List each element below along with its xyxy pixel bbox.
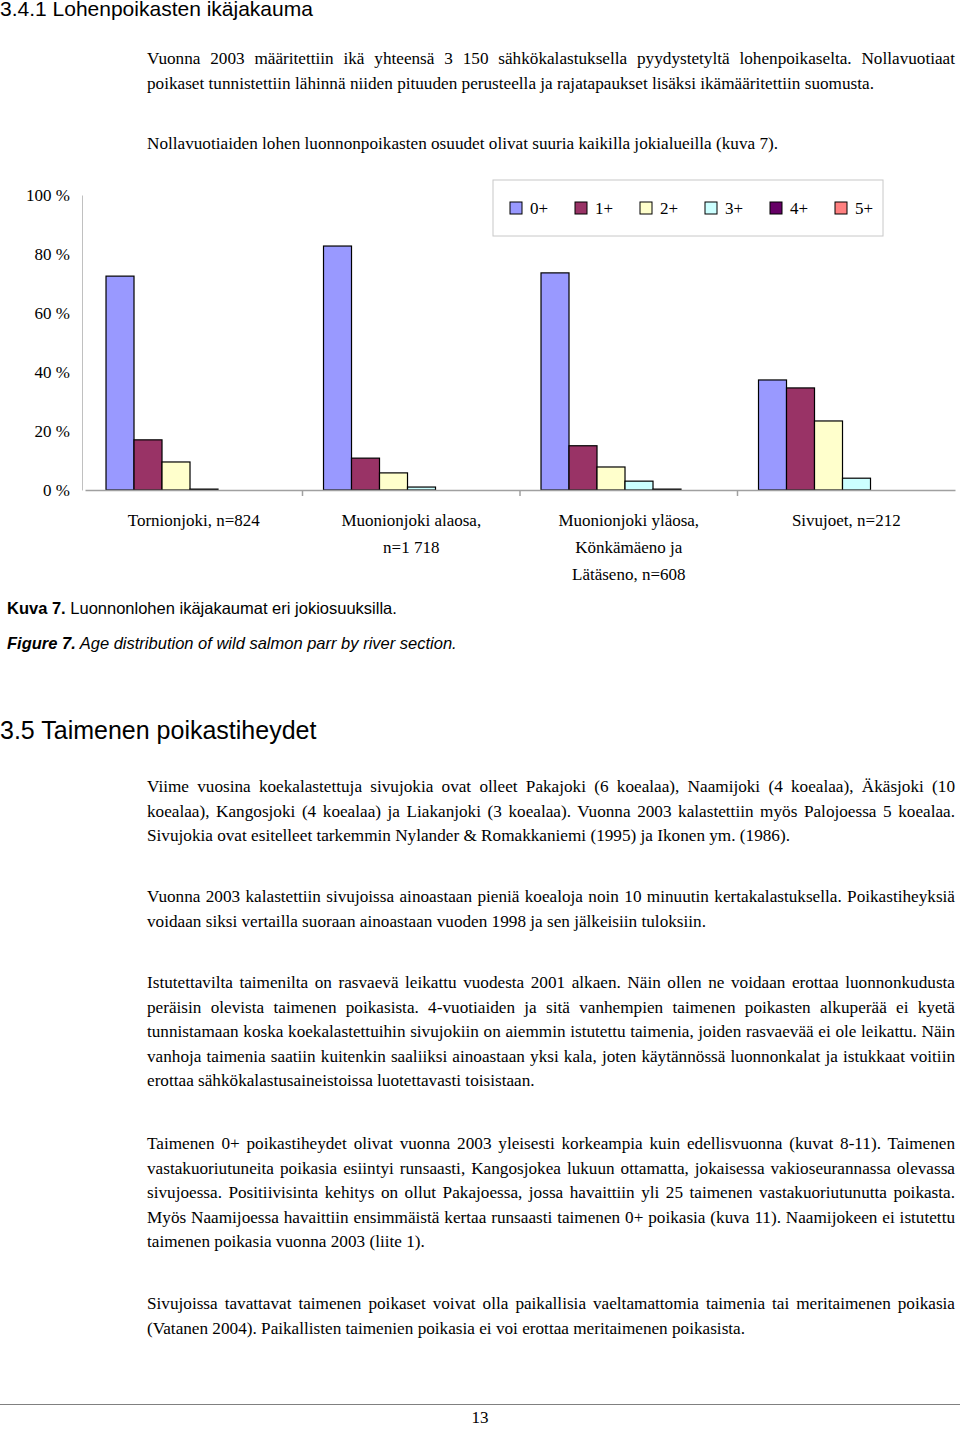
- caption-text: Luonnonlohen ikäjakaumat eri jokiosuuksi…: [70, 599, 397, 617]
- bar: [597, 467, 625, 490]
- caption: Figure 7. Age distribution of wild salmo…: [7, 634, 457, 653]
- bar: [625, 481, 653, 490]
- bar: [541, 273, 569, 490]
- legend-label: 5+: [855, 199, 873, 218]
- bar: [380, 473, 408, 490]
- x-tick: Muonionjoki alaosa, n=1 718: [341, 490, 481, 557]
- legend-label: 2+: [660, 199, 678, 218]
- space: [66, 599, 71, 617]
- x-tick: Tornionjoki, n=824: [128, 490, 261, 530]
- section-title: 3.5 Taimenen poikastiheydet: [0, 716, 316, 745]
- bar: [787, 388, 815, 490]
- legend-swatch: [510, 202, 522, 214]
- page-number: 13: [0, 1408, 960, 1428]
- y-tick-label: 40 %: [35, 363, 70, 382]
- bar: [815, 421, 843, 490]
- space: [76, 634, 80, 652]
- x-tick-label-line: Muonionjoki alaosa,: [341, 511, 481, 530]
- x-tick-label-line: Sivujoet, n=212: [792, 511, 901, 530]
- x-tick: Muonionjoki yläosa, Könkämäeno ja Lätäseno…: [558, 490, 699, 584]
- x-tick-label-line: Tornionjoki, n=824: [128, 511, 261, 530]
- y-tick-label: 100 %: [26, 186, 70, 205]
- category-separator: [302, 490, 304, 496]
- bar: [162, 462, 190, 490]
- paragraph: Sivujoissa tavattavat taimenen poikaset …: [147, 1292, 955, 1341]
- legend-label: 4+: [790, 199, 808, 218]
- bars: [106, 246, 870, 490]
- y-tick: 40 %: [35, 363, 82, 382]
- legend-item: 0+: [510, 199, 548, 218]
- x-tick-label: Tornionjoki, n=824: [128, 511, 261, 530]
- caption-label: Figure 7.: [7, 634, 76, 652]
- y-tick: 80 %: [35, 245, 82, 264]
- legend-label: 1+: [595, 199, 613, 218]
- y-tick: 20 %: [35, 422, 82, 441]
- x-tick: Sivujoet, n=212: [792, 490, 901, 530]
- legend-swatch: [575, 202, 587, 214]
- bar: [324, 246, 352, 490]
- y-tick: 100 %: [26, 186, 82, 205]
- x-axis: Tornionjoki, n=824 Muonionjoki alaosa, n=1…: [86, 490, 956, 584]
- caption-label: Kuva 7.: [7, 599, 66, 617]
- bar: [759, 380, 787, 490]
- y-axis: 0 % 20 % 40 % 60 % 80 % 100 %: [26, 186, 82, 500]
- paragraph: Istutettavilta taimenilta on rasvaevä le…: [147, 971, 955, 1094]
- x-tick-label: Muonionjoki alaosa, n=1 718: [341, 511, 481, 557]
- category-separator: [737, 490, 739, 496]
- axis-line: [82, 196, 83, 491]
- paragraph: Taimenen 0+ poikastiheydet olivat vuonna…: [147, 1132, 955, 1255]
- paragraph: Viime vuosina koekalastettuja sivujokia …: [147, 775, 955, 849]
- y-tick: 0 %: [43, 481, 82, 500]
- legend-swatch: [770, 202, 782, 214]
- legend: 0+ 1+ 2+ 3+ 4+ 5+: [493, 180, 883, 236]
- y-tick-label: 60 %: [35, 304, 70, 323]
- legend-item: 4+: [770, 199, 808, 218]
- caption: Kuva 7. Luonnonlohen ikäjakaumat eri jok…: [7, 599, 397, 618]
- x-tick-label-line: Könkämäeno ja: [575, 538, 683, 557]
- x-tick-label-line: Muonionjoki yläosa,: [558, 511, 699, 530]
- y-tick-label: 0 %: [43, 481, 70, 500]
- x-tick-label-line: n=1 718: [383, 538, 439, 557]
- footer-rule: [0, 1404, 960, 1405]
- bar: [569, 446, 597, 490]
- legend-label: 3+: [725, 199, 743, 218]
- paragraph: Vuonna 2003 määritettiin ikä yhteensä 3 …: [147, 47, 955, 96]
- section-title: 3.4.1 Lohenpoikasten ikäjakauma: [0, 0, 313, 21]
- x-tick-label: Sivujoet, n=212: [792, 511, 901, 530]
- page: 3.4.1 Lohenpoikasten ikäjakauma Vuonna 20…: [0, 0, 960, 1429]
- paragraph: Nollavuotiaiden lohen luonnonpoikasten o…: [147, 132, 955, 157]
- legend-swatch: [705, 202, 717, 214]
- legend-item: 1+: [575, 199, 613, 218]
- legend-item: 3+: [705, 199, 743, 218]
- legend-box: [493, 180, 883, 236]
- bar: [134, 440, 162, 490]
- legend-label: 0+: [530, 199, 548, 218]
- bar: [408, 487, 436, 490]
- legend-swatch: [835, 202, 847, 214]
- y-tick: 60 %: [35, 304, 82, 323]
- paragraph: Vuonna 2003 kalastettiin sivujoissa aino…: [147, 885, 955, 934]
- bar: [843, 478, 871, 490]
- legend-item: 5+: [835, 199, 873, 218]
- x-tick-label-line: Lätäseno, n=608: [572, 565, 685, 584]
- bar: [352, 458, 380, 490]
- caption-text: Age distribution of wild salmon parr by …: [80, 634, 457, 652]
- category-separator: [519, 490, 521, 496]
- legend-swatch: [640, 202, 652, 214]
- bar: [106, 276, 134, 490]
- x-tick-label: Muonionjoki yläosa, Könkämäeno ja Lätäseno…: [558, 511, 699, 584]
- legend-item: 2+: [640, 199, 678, 218]
- y-tick-label: 80 %: [35, 245, 70, 264]
- y-tick-label: 20 %: [35, 422, 70, 441]
